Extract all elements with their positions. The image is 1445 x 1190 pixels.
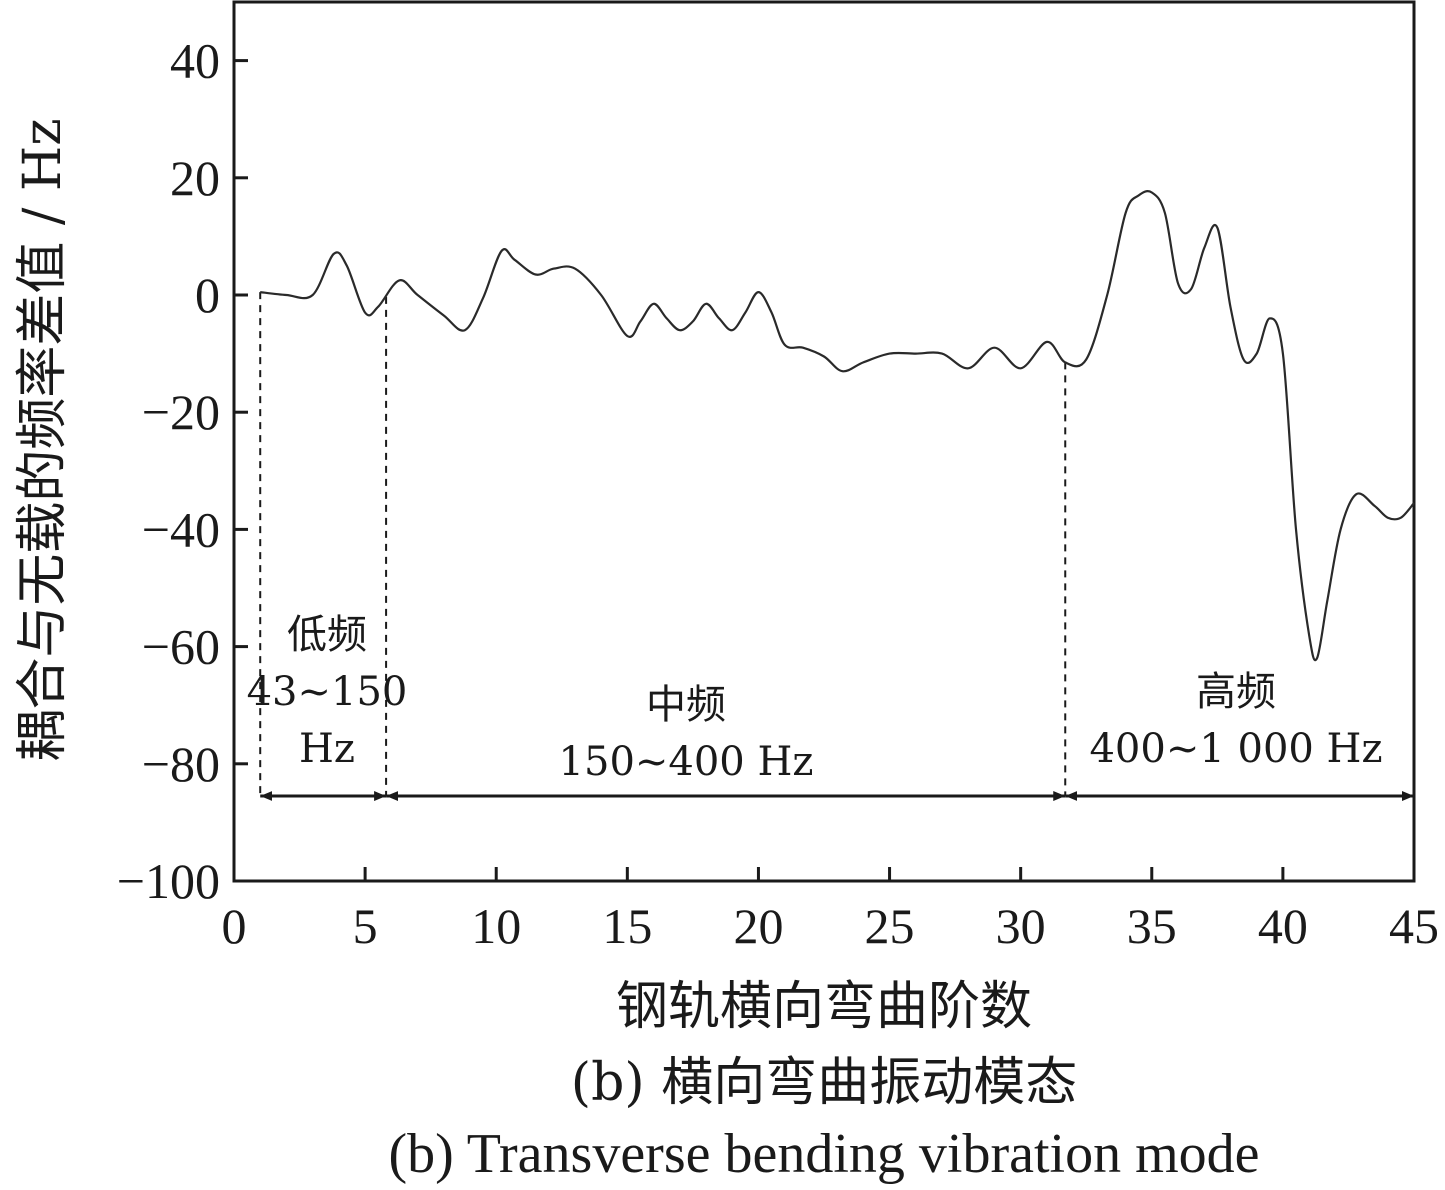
y-tick-label: −100 — [117, 853, 220, 909]
x-tick-label: 20 — [733, 898, 783, 954]
x-tick-label: 0 — [222, 898, 247, 954]
caption-chinese: (b) 横向弯曲振动模态 — [571, 1053, 1077, 1113]
y-tick-label: −80 — [142, 736, 220, 792]
x-tick-label: 15 — [602, 898, 652, 954]
x-tick-label: 45 — [1389, 898, 1439, 954]
region-boundary-lines — [259, 292, 1067, 797]
x-tick-label: 10 — [471, 898, 521, 954]
x-tick-label: 35 — [1127, 898, 1177, 954]
annotation-mid-range: 150~400 Hz — [559, 739, 814, 785]
x-tick-label: 25 — [865, 898, 915, 954]
annotation-low-unit: Hz — [299, 726, 355, 772]
series-line — [260, 190, 1415, 662]
y-tick-label: 0 — [195, 267, 220, 323]
y-axis: 40 20 0 −20 −40 −60 −80 −100 — [117, 33, 248, 909]
y-tick-label: 40 — [170, 33, 220, 89]
x-tick-label: 40 — [1258, 898, 1308, 954]
y-tick-label: −60 — [142, 619, 220, 675]
plot-border — [232, 0, 1416, 883]
data-series — [260, 190, 1415, 662]
annotation-high-label: 高频 — [1196, 669, 1276, 715]
annotation-high-range: 400~1 000 Hz — [1089, 726, 1382, 772]
y-tick-label: 20 — [170, 150, 220, 206]
annotation-low-label: 低频 — [287, 612, 367, 658]
plot-frame — [232, 0, 1416, 883]
annotation-low-range: 43~150 — [247, 669, 408, 715]
y-axis-title: 耦合与无载的频率差值 / Hz — [13, 118, 73, 761]
x-tick-label: 30 — [996, 898, 1046, 954]
y-tick-label: −40 — [142, 501, 220, 557]
x-axis: 0 5 10 15 20 25 30 35 40 45 — [222, 867, 1439, 954]
x-tick-label: 5 — [353, 898, 378, 954]
y-tick-label: −20 — [142, 384, 220, 440]
caption-english: (b) Transverse bending vibration mode — [389, 1123, 1260, 1185]
x-axis-title: 钢轨横向弯曲阶数 — [616, 977, 1032, 1037]
annotation-mid-label: 中频 — [646, 682, 726, 728]
